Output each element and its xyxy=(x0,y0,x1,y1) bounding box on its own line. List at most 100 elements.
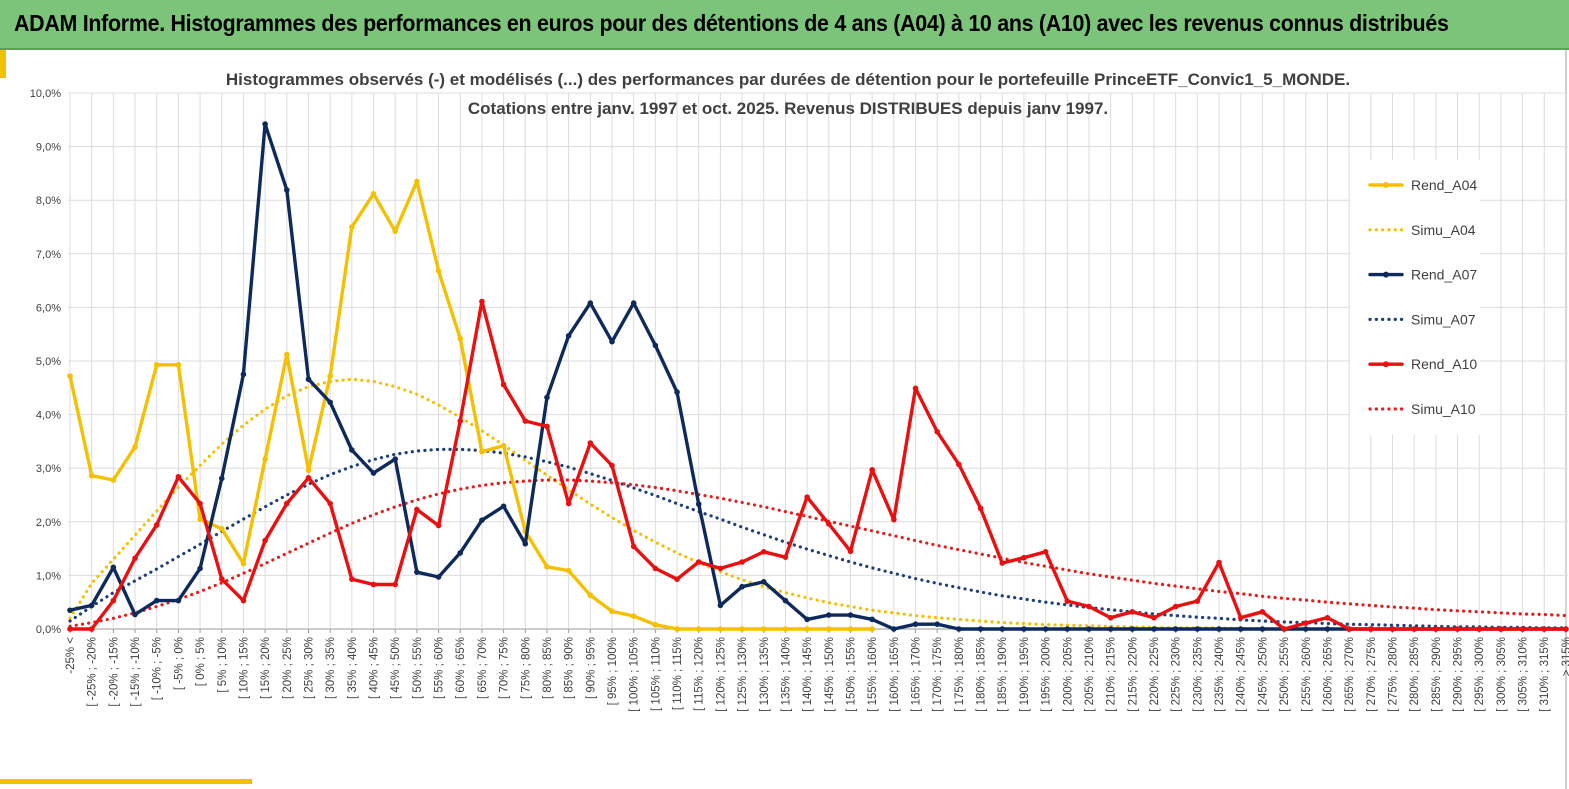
x-tick-label: [ 210% ; 215% xyxy=(1106,637,1118,712)
data-point-rend_a10 xyxy=(500,381,507,388)
x-tick-label: [ 5% ; 10% xyxy=(217,637,229,693)
x-tick-label: [ 230% ; 235% xyxy=(1192,637,1204,712)
data-point-rend_a10 xyxy=(327,500,333,507)
x-tick-label: [ 285% ; 290% xyxy=(1431,637,1443,712)
data-point-rend_a04 xyxy=(565,567,572,574)
legend-marker xyxy=(1383,182,1389,188)
data-point-rend_a04 xyxy=(717,626,724,632)
data-point-rend_a10 xyxy=(457,418,464,424)
data-point-rend_a04 xyxy=(804,626,810,632)
x-tick-label: [ 150% ; 155% xyxy=(845,637,857,712)
data-point-rend_a10 xyxy=(1194,598,1201,604)
data-point-rend_a10 xyxy=(1563,626,1569,632)
x-tick-label: [ 40% ; 45% xyxy=(369,637,381,699)
x-tick-label: [ 50% ; 55% xyxy=(412,637,424,699)
series-line-rend_a04 xyxy=(68,179,874,631)
x-tick-label: [ 30% ; 35% xyxy=(325,637,337,699)
data-point-rend_a07 xyxy=(132,611,138,618)
x-tick-label: [ 115% ; 120% xyxy=(694,637,706,711)
data-point-rend_a10 xyxy=(1324,614,1331,621)
data-point-rend_a10 xyxy=(587,440,594,446)
data-point-rend_a10 xyxy=(218,576,225,582)
x-tick-label: [ 60% ; 65% xyxy=(455,637,467,699)
chart-legend: Rend_A04 Simu_A04 Rend_A07 Simu_A07 Rend_A10… xyxy=(1368,177,1477,417)
x-tick-label: [ 225% ; 230% xyxy=(1171,637,1183,712)
data-point-rend_a04 xyxy=(630,613,637,619)
data-point-rend_a10 xyxy=(240,597,247,604)
x-tick-label: [ 135% ; 140% xyxy=(780,637,792,712)
data-point-rend_a10 xyxy=(305,475,312,481)
data-point-rend_a10 xyxy=(1129,609,1136,615)
x-tick-label: [ -25% ; -20% xyxy=(87,637,99,707)
x-tick-label: [ 0% ; 5% xyxy=(195,637,207,686)
data-point-rend_a10 xyxy=(999,560,1006,566)
x-axis-ticks: -25% < [ -25% ; -20% [ -20% ; -15% [ -15% ;… xyxy=(65,637,1569,712)
x-tick-label: [ 65% ; 70% xyxy=(477,637,489,699)
data-point-rend_a07 xyxy=(717,602,724,609)
data-point-rend_a10 xyxy=(153,522,160,528)
data-point-rend_a10 xyxy=(695,559,702,565)
data-point-rend_a04 xyxy=(739,626,745,632)
data-point-rend_a10 xyxy=(565,500,572,507)
data-point-rend_a10 xyxy=(1064,598,1071,604)
data-point-rend_a07 xyxy=(67,607,73,614)
data-point-rend_a07 xyxy=(240,371,247,378)
data-point-rend_a04 xyxy=(175,361,182,368)
data-point-rend_a10 xyxy=(1498,626,1504,632)
data-point-rend_a07 xyxy=(1172,626,1179,632)
data-point-rend_a10 xyxy=(934,428,940,435)
x-tick-label: [ 200% ; 205% xyxy=(1062,637,1074,712)
data-point-rend_a04 xyxy=(544,564,550,570)
x-tick-label: [ 310% ; 315% xyxy=(1539,637,1551,712)
data-point-rend_a07 xyxy=(1216,626,1222,632)
data-point-rend_a07 xyxy=(1302,626,1309,632)
x-tick-label: [ 85% ; 90% xyxy=(564,637,576,699)
data-point-rend_a07 xyxy=(891,626,897,632)
data-point-rend_a07 xyxy=(826,612,832,618)
data-point-rend_a07 xyxy=(88,602,95,609)
data-point-rend_a07 xyxy=(630,300,637,306)
data-point-rend_a10 xyxy=(479,298,485,305)
x-tick-label: [ 45% ; 50% xyxy=(390,637,402,699)
y-tick-label: 8,0% xyxy=(36,195,61,207)
data-point-rend_a10 xyxy=(414,506,420,513)
data-point-rend_a07 xyxy=(565,333,572,339)
x-tick-label: [ 105% ; 110% xyxy=(650,637,662,711)
legend-box xyxy=(1350,160,1480,435)
x-tick-label: [ 295% ; 300% xyxy=(1474,637,1486,712)
data-point-rend_a07 xyxy=(782,597,789,604)
data-point-rend_a10 xyxy=(1433,626,1439,632)
y-tick-label: 7,0% xyxy=(36,249,61,261)
x-tick-label: [ 55% ; 60% xyxy=(434,637,446,699)
x-tick-label: [ 275% ; 280% xyxy=(1387,637,1399,712)
legend-label: Simu_A04 xyxy=(1411,222,1476,238)
data-point-rend_a10 xyxy=(1346,626,1352,632)
data-point-rend_a07 xyxy=(999,626,1006,632)
data-point-rend_a04 xyxy=(392,228,399,235)
data-point-rend_a07 xyxy=(175,597,182,604)
x-tick-label: [ -15% ; -10% xyxy=(130,637,142,707)
x-tick-label: [ 25% ; 30% xyxy=(303,637,315,699)
chart-subtitle: Cotations entre janv. 1997 et oct. 2025.… xyxy=(468,99,1108,118)
data-point-rend_a04 xyxy=(435,268,442,274)
x-tick-label: [ -10% ; -5% xyxy=(152,637,164,700)
data-point-rend_a10 xyxy=(175,473,182,480)
data-point-rend_a04 xyxy=(240,560,247,567)
data-point-rend_a10 xyxy=(1151,614,1157,621)
data-point-rend_a07 xyxy=(587,300,594,306)
legend-label: Simu_A10 xyxy=(1411,401,1476,417)
data-point-rend_a04 xyxy=(500,442,507,449)
data-point-rend_a10 xyxy=(674,576,680,582)
x-tick-label: [ 80% ; 85% xyxy=(542,637,554,699)
x-tick-label: [ 190% ; 195% xyxy=(1019,637,1031,712)
data-point-rend_a07 xyxy=(414,569,420,575)
x-tick-label: [ 165% ; 170% xyxy=(911,637,923,712)
data-point-rend_a10 xyxy=(847,548,854,555)
header-banner: ADAM Informe. Histogrammes des performan… xyxy=(0,0,1569,50)
x-tick-label: [ 265% ; 270% xyxy=(1344,637,1356,712)
data-point-rend_a10 xyxy=(522,418,529,424)
data-point-rend_a07 xyxy=(500,503,507,510)
x-tick-label: [ 205% ; 210% xyxy=(1084,637,1096,712)
data-point-rend_a07 xyxy=(1086,626,1092,632)
